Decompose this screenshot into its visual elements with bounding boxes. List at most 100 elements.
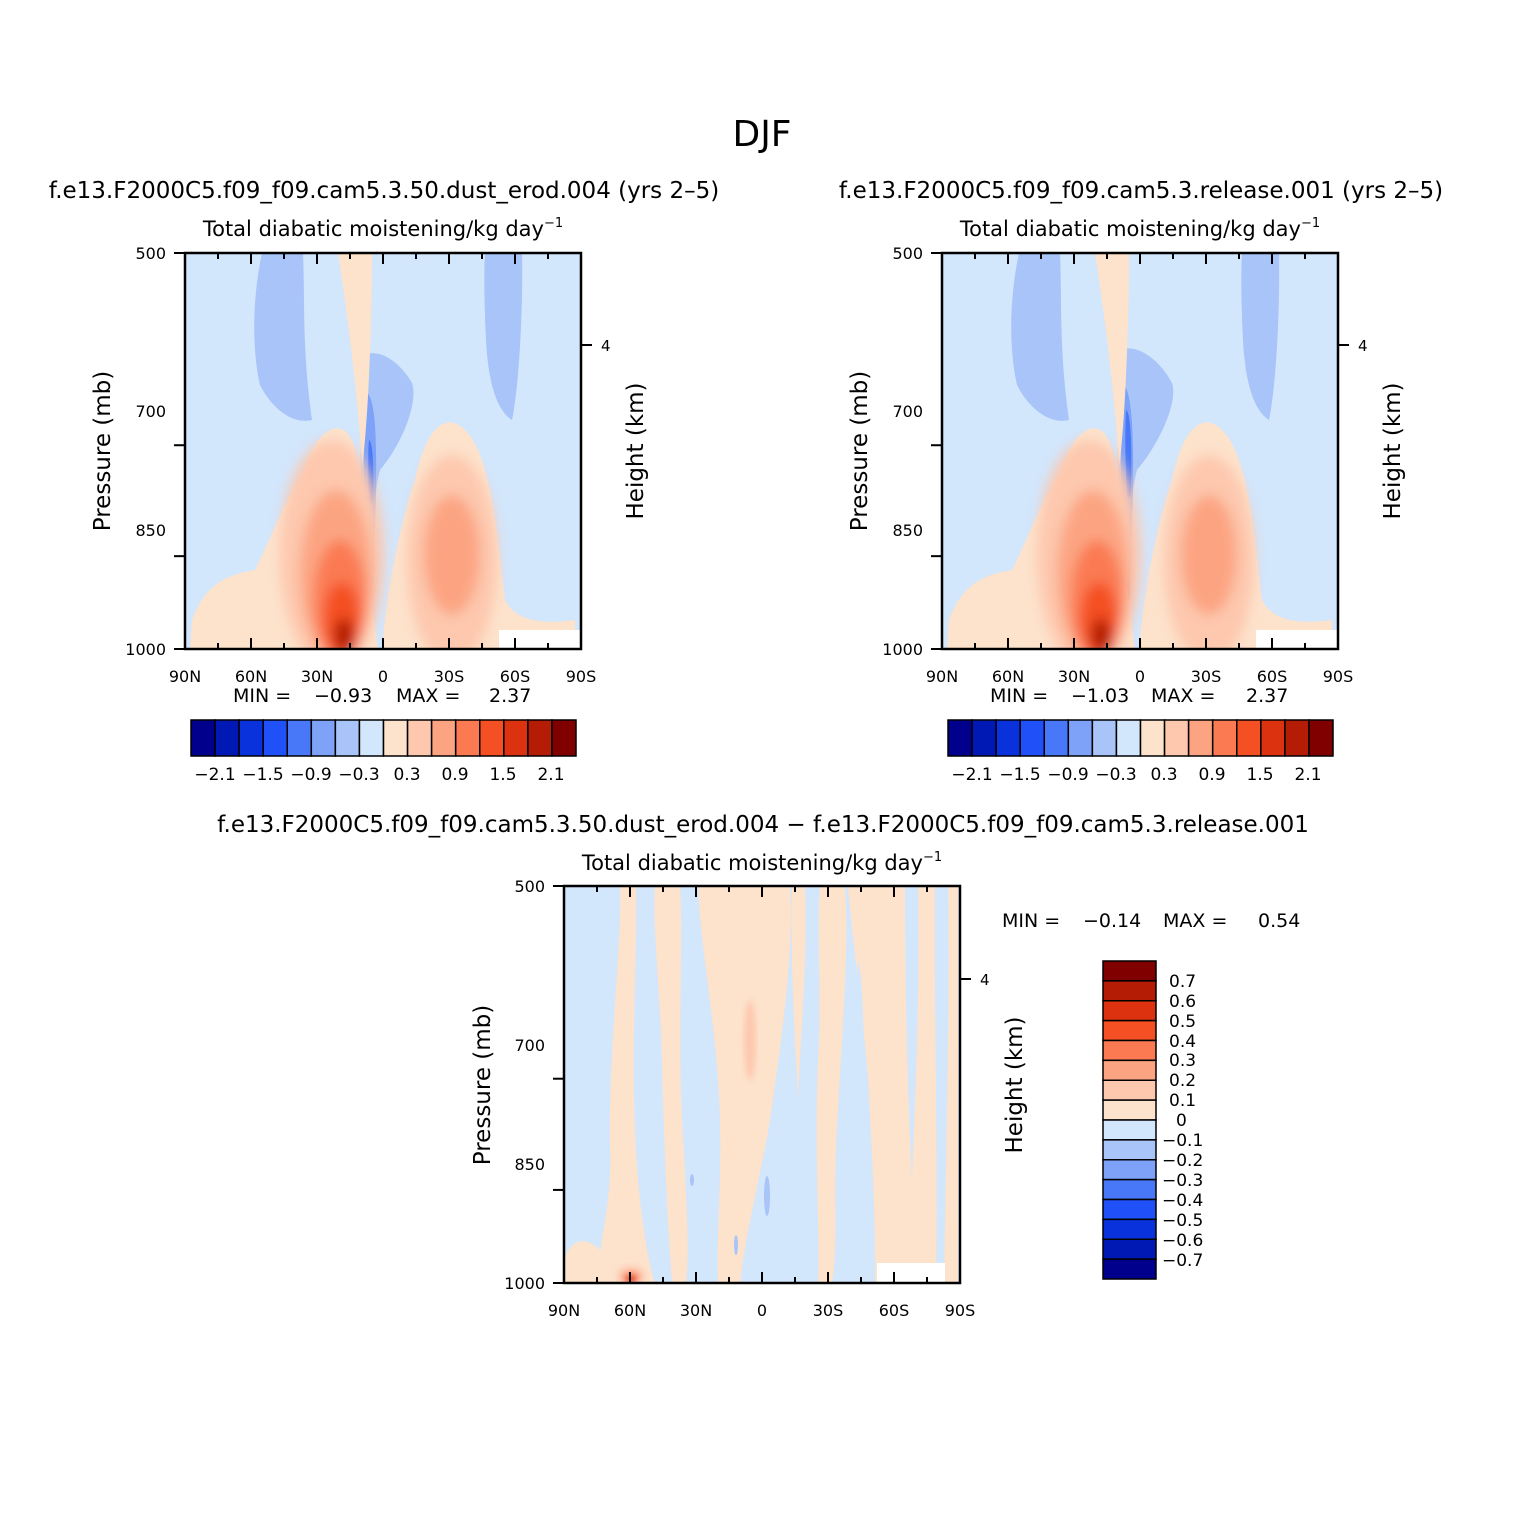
colorbar-swatch — [995, 719, 1021, 757]
colorbar-swatch — [1102, 1039, 1157, 1062]
negative-region-sh — [484, 253, 523, 420]
colorbar-swatch — [551, 719, 577, 757]
y-axis-right: 4 Height (km) — [960, 971, 1028, 1154]
colorbar-swatch — [190, 719, 216, 757]
colorbar-swatch — [310, 719, 337, 757]
case-title: f.e13.F2000C5.f09_f09.cam5.3.release.001… — [839, 178, 1443, 204]
max-label: MAX = — [396, 685, 460, 707]
min-value: −1.03 — [1071, 685, 1129, 707]
colorbar-tick-label: −0.3 — [1162, 1171, 1203, 1191]
colorbar-swatch — [1115, 719, 1142, 757]
x-tick-label: 90S — [1323, 667, 1354, 686]
colorbar-tick-label: −0.1 — [1162, 1131, 1203, 1151]
x-tick-label: 90N — [169, 667, 201, 686]
contour-field — [942, 253, 1338, 649]
colorbar-tick-label: −0.3 — [338, 765, 379, 785]
right-tick-label: 4 — [1358, 337, 1368, 355]
y-tick-label: 850 — [514, 1155, 545, 1174]
colorbar-tick-label: 0 — [1176, 1111, 1187, 1131]
missing-data — [499, 630, 581, 649]
y-axis-label-right: Height (km) — [623, 382, 649, 519]
colorbar-swatch — [1102, 1159, 1157, 1181]
colorbar-tick-label: 0.4 — [1169, 1032, 1196, 1052]
colorbar-swatch — [1260, 719, 1286, 757]
colorbar-tick-label: 1.5 — [489, 765, 516, 785]
stats: MIN = −0.93 MAX = 2.37 — [233, 685, 531, 707]
colorbar-swatch — [382, 719, 409, 757]
colorbar-swatch — [1308, 719, 1334, 757]
colorbar-swatch — [358, 719, 385, 757]
min-label: MIN = — [990, 685, 1048, 707]
colorbar-swatch — [479, 719, 505, 757]
colorbar — [190, 719, 577, 757]
max-value: 0.54 — [1258, 910, 1300, 932]
colorbar-tick-label: −0.6 — [1162, 1231, 1203, 1251]
positive-core-sh — [1164, 455, 1254, 649]
negative-region-sh — [1241, 253, 1280, 420]
min-label: MIN = — [233, 685, 291, 707]
right-tick-label: 4 — [601, 337, 611, 355]
colorbar-swatch — [1102, 960, 1157, 982]
colorbar-swatch — [1187, 719, 1214, 757]
x-tick-label: 90N — [926, 667, 958, 686]
colorbar-tick-label: −1.5 — [999, 765, 1040, 785]
negative-detail — [690, 1174, 770, 1255]
colorbar-tick-label: −0.7 — [1162, 1251, 1203, 1271]
negative-streaks — [857, 886, 949, 1283]
min-value: −0.14 — [1083, 910, 1141, 932]
positive-core-nh — [280, 440, 384, 649]
contour-field — [564, 886, 960, 1283]
missing-data — [877, 1263, 945, 1283]
y-tick-label: 700 — [892, 402, 923, 421]
colorbar-swatch — [286, 719, 313, 757]
colorbar-swatch — [1211, 719, 1238, 757]
figure-title: DJF — [732, 114, 791, 155]
colorbar-tick-label: 0.5 — [1169, 1012, 1196, 1032]
colorbar-tick-label: 2.1 — [1294, 765, 1321, 785]
colorbar-swatch — [1102, 1019, 1157, 1042]
y-tick-label: 1000 — [125, 640, 166, 659]
colorbar-tick-label: 0.9 — [441, 765, 468, 785]
colorbar-tick-label: −0.9 — [1047, 765, 1088, 785]
positive-detail — [744, 1000, 756, 1080]
y-axis-label: Pressure (mb) — [90, 371, 116, 531]
x-tick-label: 30S — [1191, 667, 1222, 686]
plot-title: Total diabatic moistening/kg day−1 — [959, 216, 1320, 241]
x-axis: 90N 60N 30N 0 30S 60S 90S — [926, 253, 1353, 686]
colorbar-tick-label: −0.2 — [1162, 1151, 1203, 1171]
y-tick-label: 700 — [514, 1036, 545, 1055]
plot-title: Total diabatic moistening/kg day−1 — [581, 850, 942, 875]
colorbar-tick-label: 0.3 — [393, 765, 420, 785]
y-axis-right: 4 Height (km) — [581, 337, 649, 520]
colorbar-tick-label: 0.9 — [1198, 765, 1225, 785]
colorbar-swatch — [1102, 1218, 1157, 1240]
positive-plume-0 — [1095, 253, 1129, 470]
colorbar-swatch — [430, 719, 457, 757]
contour-field — [185, 253, 581, 649]
negative-region-nh — [254, 253, 312, 421]
y-axis-label: Pressure (mb) — [847, 371, 873, 531]
colorbar-tick-label: 0.3 — [1150, 765, 1177, 785]
x-tick-label: 30N — [301, 667, 333, 686]
panel-difference: f.e13.F2000C5.f09_f09.cam5.3.50.dust_ero… — [217, 812, 1309, 1320]
colorbar-swatch — [1102, 1238, 1157, 1260]
x-axis: 90N 60N 30N 0 30S 60S 90S — [548, 886, 975, 1320]
colorbar-swatch — [262, 719, 288, 757]
colorbar-tick-label: 0.7 — [1169, 972, 1196, 992]
colorbar-labels: −2.1 −1.5 −0.9 −0.3 0.3 0.9 1.5 2.1 — [194, 765, 564, 785]
colorbar-swatch — [454, 719, 481, 757]
max-label: MAX = — [1163, 910, 1227, 932]
x-tick-label: 60N — [235, 667, 267, 686]
colorbar-tick-label: 2.1 — [537, 765, 564, 785]
x-tick-label: 60S — [879, 1301, 910, 1320]
x-tick-label: 30N — [1058, 667, 1090, 686]
colorbar-swatch — [527, 719, 553, 757]
colorbar-tick-label: −2.1 — [194, 765, 235, 785]
colorbar-swatch — [1102, 1198, 1157, 1221]
colorbar-swatch — [1284, 719, 1310, 757]
colorbar-swatch — [1043, 719, 1070, 757]
colorbar-swatch — [1102, 1079, 1157, 1101]
colorbar-swatch — [971, 719, 997, 757]
colorbar-swatch — [238, 719, 264, 757]
x-tick-label: 30S — [813, 1301, 844, 1320]
